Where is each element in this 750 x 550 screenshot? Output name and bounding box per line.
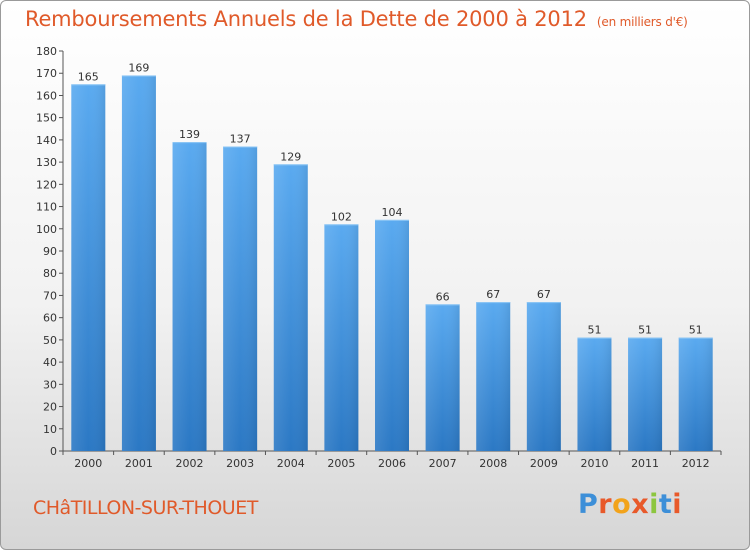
x-tick-label: 2003 bbox=[226, 457, 254, 470]
bar-shade bbox=[526, 302, 561, 451]
bar-shade bbox=[476, 302, 511, 451]
bar-shade bbox=[223, 146, 258, 452]
x-tick-label: 2007 bbox=[429, 457, 457, 470]
axes: 0 10 20 30 40 50 60 70 80 90 100 110 120 130 140 150 160… bbox=[36, 45, 722, 458]
bar-value-label: 165 bbox=[78, 70, 99, 83]
x-tick-label: 2009 bbox=[530, 457, 558, 470]
bar-value-label: 67 bbox=[486, 288, 500, 301]
y-tick-label: 20 bbox=[43, 401, 57, 414]
x-tick-label: 2002 bbox=[176, 457, 204, 470]
x-tick-label: 2010 bbox=[580, 457, 608, 470]
logo-letter: i bbox=[672, 489, 683, 520]
y-tick-label: 0 bbox=[50, 445, 57, 458]
y-tick-label: 170 bbox=[36, 67, 57, 80]
bar-shade bbox=[577, 337, 612, 451]
y-tick-label: 140 bbox=[36, 134, 57, 147]
y-tick-label: 110 bbox=[36, 201, 57, 214]
chart-title: Remboursements Annuels de la Dette de 20… bbox=[25, 7, 688, 31]
logo-letter: x bbox=[631, 489, 650, 520]
x-tick-label: 2005 bbox=[327, 457, 355, 470]
x-tick-label: 2008 bbox=[479, 457, 507, 470]
bar-shade bbox=[678, 337, 713, 451]
y-tick-label: 180 bbox=[36, 45, 57, 58]
chart-title-text: Remboursements Annuels de la Dette de 20… bbox=[25, 7, 587, 31]
bar-value-label: 104 bbox=[382, 206, 403, 219]
y-tick-label: 120 bbox=[36, 178, 57, 191]
bar-value-label: 129 bbox=[280, 150, 301, 163]
bar-value-label: 51 bbox=[587, 324, 601, 337]
x-tick-label: 2000 bbox=[74, 457, 102, 470]
y-tick-label: 30 bbox=[43, 378, 57, 391]
bar-shade bbox=[71, 84, 106, 451]
proxiti-logo: Proxiti bbox=[578, 489, 682, 520]
bar-value-label: 51 bbox=[689, 324, 703, 337]
bar-value-label: 102 bbox=[331, 210, 352, 223]
bar-value-label: 66 bbox=[436, 290, 450, 303]
y-tick-label: 40 bbox=[43, 356, 57, 369]
x-tick-label: 2006 bbox=[378, 457, 406, 470]
bar-value-label: 139 bbox=[179, 128, 200, 141]
bar-shade bbox=[121, 75, 156, 451]
logo-letter: t bbox=[658, 489, 673, 520]
bar-shade bbox=[273, 164, 308, 452]
bar-value-label: 169 bbox=[128, 61, 149, 74]
y-tick-label: 150 bbox=[36, 112, 57, 125]
y-tick-label: 130 bbox=[36, 156, 57, 169]
chart-subtitle: (en milliers d'€) bbox=[596, 15, 688, 29]
value-labels: 2000 165 2001 169 2002 139 2003 137 2004 129 2005 1… bbox=[74, 61, 709, 470]
bar-shade bbox=[375, 219, 409, 451]
bar-value-label: 67 bbox=[537, 288, 551, 301]
y-tick-label: 60 bbox=[43, 312, 57, 325]
y-tick-label: 50 bbox=[43, 334, 57, 347]
y-tick-label: 90 bbox=[43, 245, 57, 258]
x-tick-label: 2012 bbox=[682, 457, 710, 470]
y-tick-label: 160 bbox=[36, 89, 57, 102]
bar-shade bbox=[324, 224, 359, 451]
bar-value-label: 137 bbox=[230, 133, 251, 146]
logo-letter: r bbox=[598, 489, 613, 520]
bars bbox=[71, 75, 713, 452]
commune-name: CHâTILLON-SUR-THOUET bbox=[33, 497, 258, 519]
x-tick-label: 2001 bbox=[125, 457, 153, 470]
logo-letter: i bbox=[649, 489, 659, 520]
y-tick-label: 100 bbox=[36, 223, 57, 236]
logo-letter: o bbox=[612, 489, 632, 520]
bar-shade bbox=[425, 304, 460, 451]
x-tick-label: 2004 bbox=[277, 457, 305, 470]
x-tick-label: 2011 bbox=[631, 457, 659, 470]
logo-letter: P bbox=[578, 489, 599, 520]
y-tick-label: 80 bbox=[43, 267, 57, 280]
bar-shade bbox=[172, 142, 207, 451]
y-tick-label: 10 bbox=[43, 423, 57, 436]
y-tick-label: 70 bbox=[43, 289, 57, 302]
bar-shade bbox=[628, 337, 663, 451]
bar-value-label: 51 bbox=[638, 324, 652, 337]
